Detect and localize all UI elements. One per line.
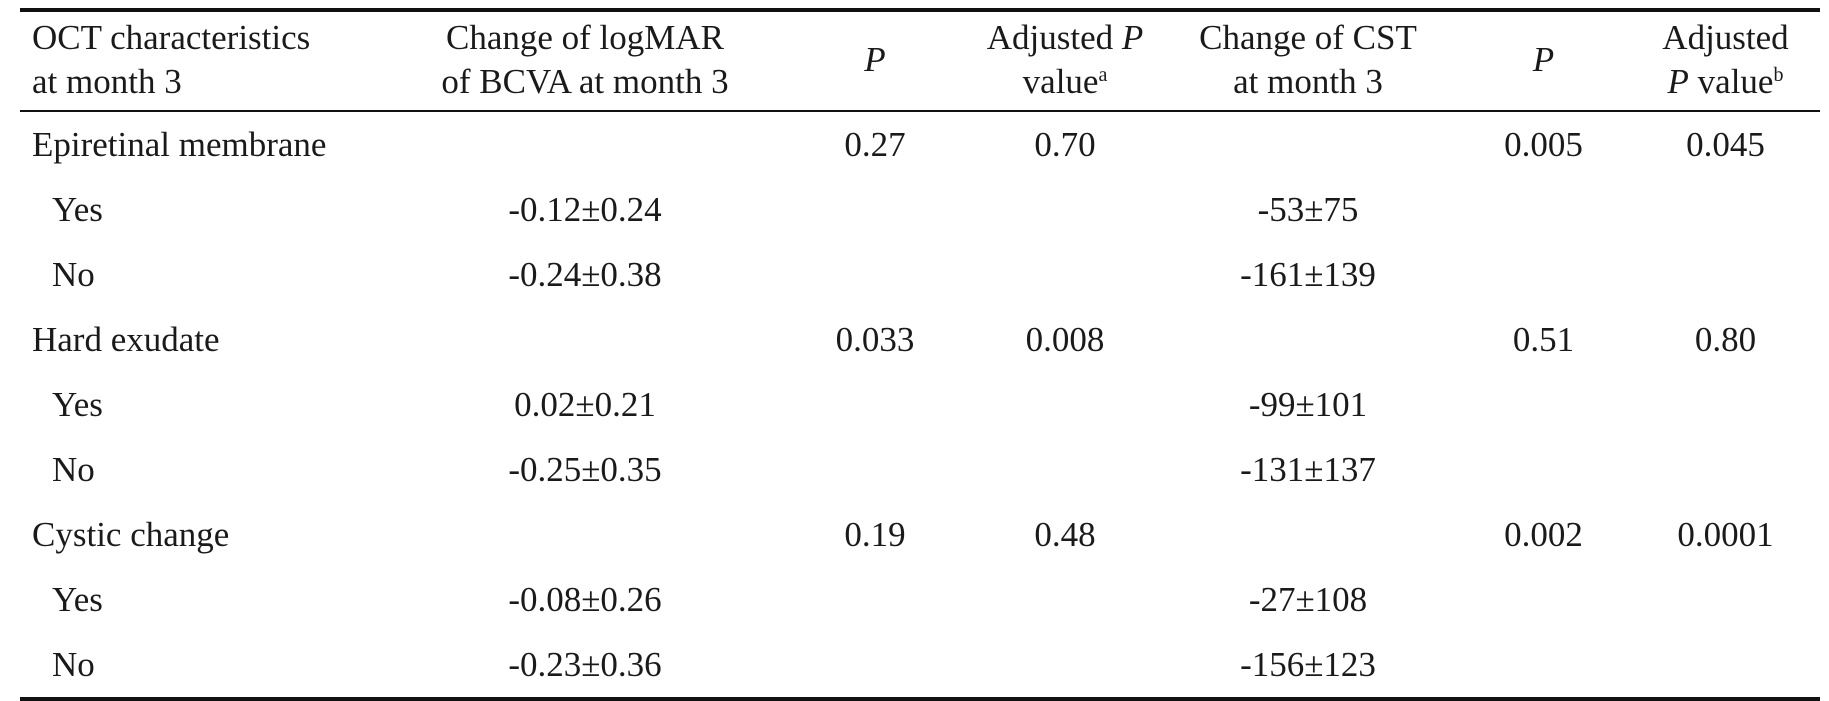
cell-cst (1160, 307, 1456, 372)
cell-bcva: 0.02±0.21 (514, 384, 656, 424)
cell-adjusted-p-cst (1631, 372, 1820, 437)
table-row: Hard exudate 0.033 0.008 0.51 0.80 (20, 307, 1820, 372)
table-row: No -0.25±0.35 -131±137 (20, 437, 1820, 502)
cell-adjusted-p-bcva (970, 632, 1160, 699)
row-label: Yes (52, 384, 103, 424)
cell-cst: -27±108 (1248, 579, 1368, 619)
cell-adjusted-p-bcva (970, 242, 1160, 307)
cell-cst: -99±101 (1248, 384, 1368, 424)
row-label: Cystic change (32, 514, 230, 554)
cell-adjusted-p-cst (1631, 177, 1820, 242)
cell-p-bcva (780, 177, 970, 242)
row-label: No (52, 449, 95, 489)
cell-cst: -131±137 (1240, 449, 1376, 489)
table-row: Yes -0.12±0.24 -53±75 (20, 177, 1820, 242)
table-row: Epiretinal membrane 0.27 0.70 0.005 0.04… (20, 111, 1820, 177)
cell-p-bcva (780, 567, 970, 632)
cell-p-cst (1456, 177, 1631, 242)
cell-p-cst (1456, 632, 1631, 699)
cell-cst: -53±75 (1257, 189, 1359, 229)
cell-adjusted-p-cst: 0.0001 (1677, 514, 1774, 554)
cell-p-cst (1456, 437, 1631, 502)
cell-p-cst (1456, 567, 1631, 632)
cell-bcva: -0.23±0.36 (508, 644, 662, 684)
table-row: No -0.23±0.36 -156±123 (20, 632, 1820, 699)
row-label: No (52, 644, 95, 684)
cell-bcva: -0.25±0.35 (508, 449, 662, 489)
cell-p-bcva (780, 632, 970, 699)
table-row: Yes 0.02±0.21 -99±101 (20, 372, 1820, 437)
cell-p-bcva: 0.27 (844, 124, 906, 164)
table-row: No -0.24±0.38 -161±139 (20, 242, 1820, 307)
table-header: OCT characteristics at month 3 Change of… (20, 10, 1820, 111)
row-label: Epiretinal membrane (32, 124, 327, 164)
cell-adjusted-p-bcva (970, 177, 1160, 242)
cell-adjusted-p-bcva (970, 437, 1160, 502)
cell-p-cst: 0.51 (1512, 319, 1575, 359)
cell-adjusted-p-bcva: 0.70 (1034, 124, 1096, 164)
cell-bcva: -0.24±0.38 (508, 254, 662, 294)
results-table-container: OCT characteristics at month 3 Change of… (20, 8, 1820, 701)
row-label: Hard exudate (32, 319, 220, 359)
cell-p-cst: 0.002 (1504, 514, 1583, 554)
header-change-cst: Change of CST at month 3 (1199, 18, 1417, 101)
row-label: No (52, 254, 95, 294)
cell-bcva (390, 502, 780, 567)
cell-adjusted-p-bcva (970, 567, 1160, 632)
header-p-cst: P (1532, 40, 1555, 79)
cell-p-cst (1456, 372, 1631, 437)
cell-adjusted-p-cst (1631, 437, 1820, 502)
cell-p-cst: 0.005 (1504, 124, 1583, 164)
cell-bcva: -0.12±0.24 (508, 189, 662, 229)
cell-adjusted-p-cst (1631, 567, 1820, 632)
header-change-logmar: Change of logMAR of BCVA at month 3 (441, 18, 729, 101)
cell-adjusted-p-cst (1631, 242, 1820, 307)
header-adjusted-p-bcva: Adjusted P valuea (986, 18, 1144, 101)
row-label: Yes (52, 189, 103, 229)
cell-p-bcva (780, 372, 970, 437)
cell-p-bcva: 0.19 (844, 514, 906, 554)
cell-bcva: -0.08±0.26 (508, 579, 662, 619)
cell-p-cst (1456, 242, 1631, 307)
cell-adjusted-p-bcva: 0.008 (1025, 319, 1105, 359)
header-row: OCT characteristics at month 3 Change of… (20, 10, 1820, 111)
cell-adjusted-p-bcva (970, 372, 1160, 437)
cell-cst (1160, 111, 1456, 177)
cell-cst (1160, 502, 1456, 567)
header-oct-characteristics: OCT characteristics at month 3 (32, 18, 311, 101)
table-row: Cystic change 0.19 0.48 0.002 0.0001 (20, 502, 1820, 567)
cell-bcva (390, 307, 780, 372)
cell-adjusted-p-cst: 0.045 (1686, 124, 1765, 164)
row-label: Yes (52, 579, 103, 619)
header-p-bcva: P (864, 40, 886, 79)
cell-adjusted-p-bcva: 0.48 (1034, 514, 1096, 554)
table-row: Yes -0.08±0.26 -27±108 (20, 567, 1820, 632)
cell-p-bcva (780, 437, 970, 502)
cell-p-bcva (780, 242, 970, 307)
cell-cst: -161±139 (1240, 254, 1376, 294)
oct-results-table: OCT characteristics at month 3 Change of… (20, 8, 1820, 701)
header-adjusted-p-cst: Adjusted P valueb (1662, 18, 1789, 101)
cell-adjusted-p-cst (1631, 632, 1820, 699)
cell-bcva (390, 111, 780, 177)
cell-p-bcva: 0.033 (835, 319, 915, 359)
cell-cst: -156±123 (1240, 644, 1376, 684)
cell-adjusted-p-cst: 0.80 (1694, 319, 1757, 359)
table-body: Epiretinal membrane 0.27 0.70 0.005 0.04… (20, 111, 1820, 699)
